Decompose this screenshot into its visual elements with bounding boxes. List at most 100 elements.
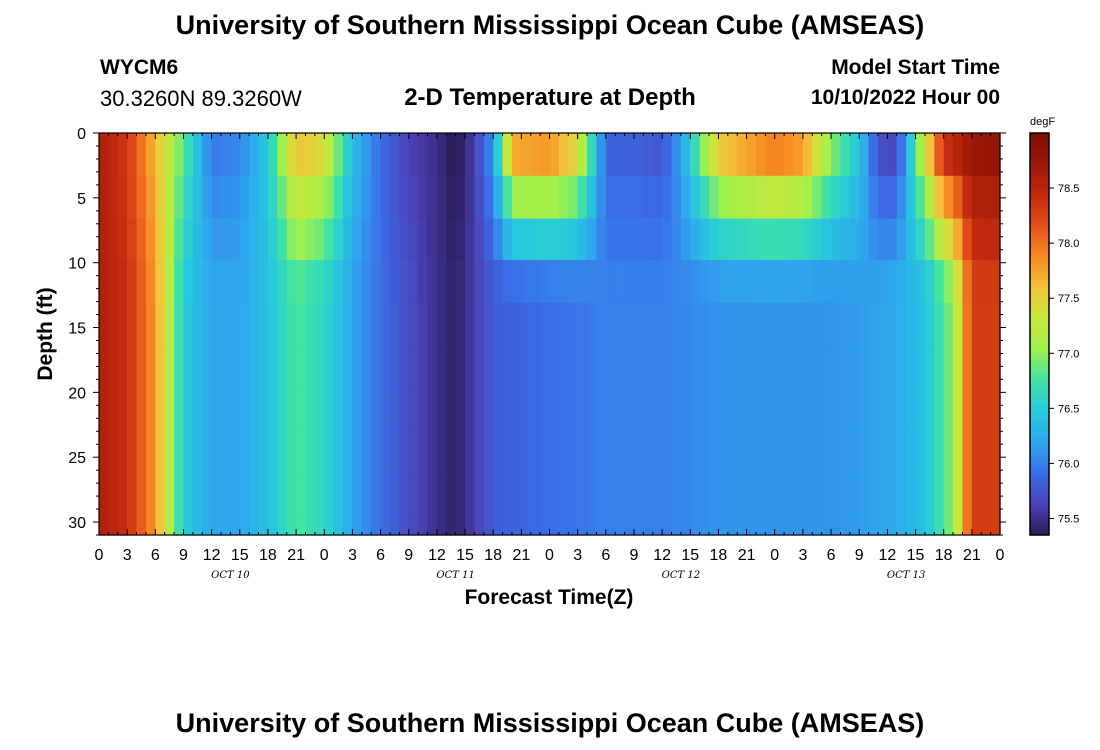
heatmap-cell — [840, 133, 851, 177]
heatmap-cell — [380, 515, 391, 536]
heatmap-cell — [192, 260, 203, 304]
heatmap-cell — [127, 302, 138, 347]
heatmap-cell — [662, 472, 673, 517]
heatmap-cell — [577, 431, 588, 474]
heatmap-cell — [540, 133, 551, 177]
heatmap-cell — [174, 175, 185, 220]
heatmap-cell — [145, 345, 156, 390]
x-tick-label: 9 — [630, 547, 639, 564]
heatmap-cell — [662, 388, 673, 432]
heatmap-cell — [615, 345, 626, 390]
heatmap-cell — [483, 431, 494, 474]
heatmap-cell — [267, 388, 278, 432]
heatmap-cell — [164, 388, 175, 432]
heatmap-cell — [709, 472, 720, 517]
heatmap-cell — [221, 175, 231, 220]
x-tick-label: 0 — [95, 547, 104, 564]
heatmap-cell — [821, 388, 832, 432]
heatmap-cell — [99, 133, 109, 177]
heatmap-cell — [793, 302, 804, 347]
heatmap-cell — [718, 472, 729, 517]
x-tick-label: 21 — [512, 547, 530, 564]
heatmap-cell — [774, 345, 785, 390]
heatmap-cell — [361, 302, 372, 347]
heatmap-cell — [380, 133, 391, 177]
heatmap-cell — [389, 302, 400, 347]
heatmap-cell — [174, 218, 185, 261]
heatmap-cell — [314, 302, 325, 347]
heatmap-cell — [436, 345, 447, 390]
heatmap-cell — [427, 431, 438, 474]
heatmap-cell — [887, 175, 898, 220]
heatmap-cell — [896, 345, 907, 390]
heatmap-cell — [718, 345, 729, 390]
heatmap-cell — [549, 175, 560, 220]
heatmap-cell — [286, 218, 297, 261]
heatmap-cell — [727, 515, 738, 536]
heatmap-cell — [849, 431, 860, 474]
heatmap-cell — [296, 218, 307, 261]
heatmap-cell — [436, 133, 447, 177]
heatmap-cell — [887, 260, 898, 304]
heatmap-cell — [737, 260, 748, 304]
heatmap-cell — [699, 133, 710, 177]
heatmap-cell — [953, 472, 964, 517]
heatmap-cell — [521, 218, 532, 261]
heatmap-cell — [221, 133, 231, 177]
heatmap-cell — [99, 175, 109, 220]
heatmap-cell — [127, 388, 138, 432]
heatmap-cell — [136, 515, 147, 536]
heatmap-cell — [924, 431, 935, 474]
heatmap-cell — [596, 218, 607, 261]
heatmap-cell — [549, 472, 560, 517]
heatmap-cell — [371, 260, 382, 304]
heatmap-cell — [399, 472, 410, 517]
heatmap-cell — [643, 218, 654, 261]
heatmap-cell — [352, 345, 363, 390]
heatmap-cell — [371, 388, 382, 432]
heatmap-cell — [671, 388, 682, 432]
heatmap-cell — [267, 472, 278, 517]
heatmap-cell — [643, 388, 654, 432]
y-tick-label: 20 — [68, 385, 86, 402]
date-label: OCT 13 — [887, 570, 925, 581]
heatmap-cell — [267, 133, 278, 177]
x-tick-label: 12 — [878, 547, 896, 564]
heatmap-cell — [831, 218, 842, 261]
heatmap-cell — [511, 260, 522, 304]
heatmap-cell — [784, 260, 795, 304]
heatmap-cell — [990, 388, 1001, 432]
heatmap-cell — [380, 472, 391, 517]
date-label: OCT 10 — [211, 570, 250, 581]
heatmap-cell — [662, 515, 673, 536]
heatmap-cell — [568, 515, 579, 536]
heatmap-cell — [305, 175, 316, 220]
heatmap-cell — [633, 515, 644, 536]
heatmap-cell — [249, 515, 260, 536]
heatmap-cell — [727, 260, 738, 304]
heatmap-cell — [436, 218, 447, 261]
heatmap-cell — [108, 260, 119, 304]
heatmap-cell — [596, 302, 607, 347]
heatmap-cell — [267, 302, 278, 347]
heatmap-cell — [577, 133, 588, 177]
heatmap-cell — [371, 431, 382, 474]
heatmap-cell — [680, 218, 691, 261]
footer-title: University of Southern Mississippi Ocean… — [175, 708, 925, 738]
heatmap-cell — [802, 431, 813, 474]
heatmap-cell — [718, 218, 729, 261]
x-tick-label: 12 — [428, 547, 446, 564]
y-tick-label: 10 — [68, 256, 86, 273]
heatmap-cell — [511, 302, 522, 347]
heatmap-cell — [699, 431, 710, 474]
heatmap-cell — [183, 345, 194, 390]
heatmap-cell — [981, 218, 992, 261]
heatmap-cell — [511, 388, 522, 432]
heatmap-cell — [812, 302, 823, 347]
date-label: OCT 11 — [436, 570, 474, 581]
heatmap-cell — [577, 260, 588, 304]
heatmap-cell — [427, 388, 438, 432]
heatmap-cell — [587, 218, 598, 261]
heatmap-cell — [587, 345, 598, 390]
heatmap-cell — [521, 302, 532, 347]
